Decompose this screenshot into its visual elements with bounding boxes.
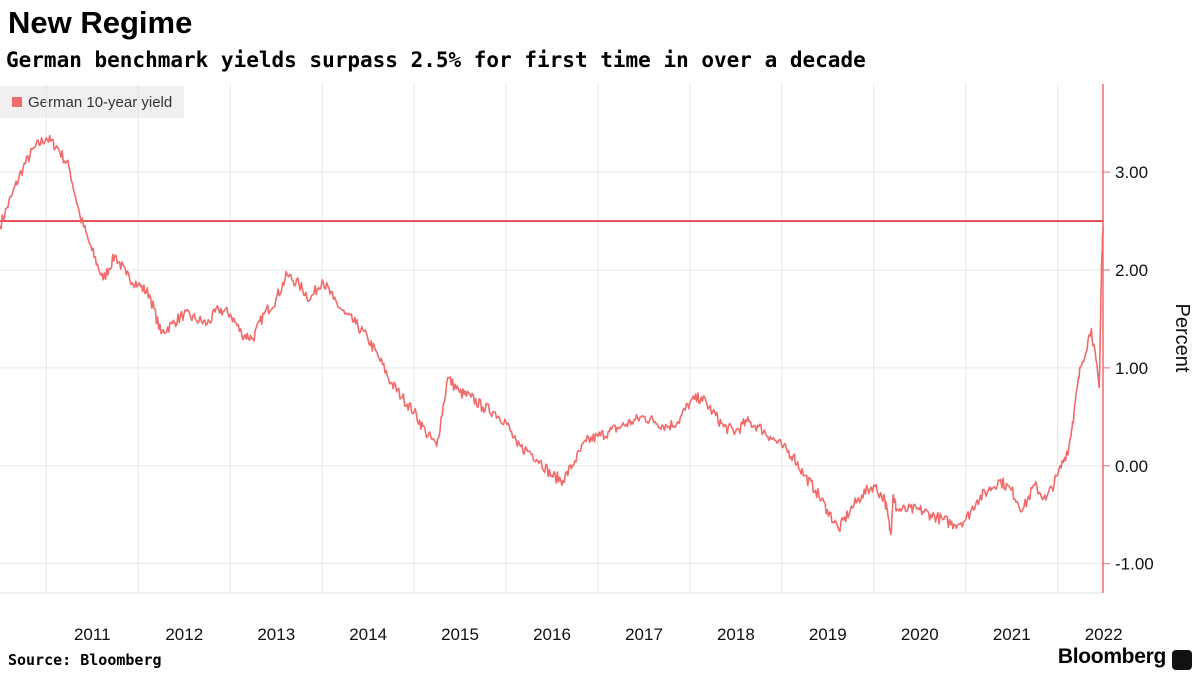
- bloomberg-icon: [1172, 650, 1192, 670]
- legend-swatch: [12, 97, 22, 107]
- chart-title: New Regime: [8, 5, 193, 40]
- x-tick-label: 2015: [441, 625, 479, 644]
- x-tick-label: 2022: [1085, 625, 1123, 644]
- x-tick-label: 2018: [717, 625, 755, 644]
- source-note: Source: Bloomberg: [8, 651, 162, 669]
- chart-legend: German 10-year yield: [0, 86, 185, 118]
- y-tick-label: 3.00: [1115, 163, 1148, 182]
- grid-lines: [0, 84, 1103, 593]
- y-axis-label: Percent: [1171, 304, 1193, 373]
- x-tick-label: 2021: [993, 625, 1031, 644]
- chart-subtitle: German benchmark yields surpass 2.5% for…: [6, 48, 866, 72]
- x-tick-label: 2017: [625, 625, 663, 644]
- x-tick-label: 2020: [901, 625, 939, 644]
- brand-logo-text: Bloomberg: [1057, 645, 1166, 668]
- series-line-german-10-year-yield: [0, 134, 1104, 536]
- legend-label: German 10-year yield: [28, 93, 173, 111]
- x-tick-label: 2013: [257, 625, 295, 644]
- x-tick-label: 2019: [809, 625, 847, 644]
- y-tick-label: -1.00: [1115, 555, 1154, 574]
- x-tick-label: 2011: [74, 625, 111, 644]
- y-tick-label: 0.00: [1115, 457, 1148, 476]
- x-axis-ticks: 2011 2012 2013 2014 2015 2016 2017 2018 2019 2020…: [74, 625, 1123, 644]
- x-tick-label: 2016: [533, 625, 571, 644]
- x-tick-label: 2012: [165, 625, 203, 644]
- y-tick-label: 2.00: [1115, 261, 1148, 280]
- x-tick-label: 2014: [349, 625, 387, 644]
- y-tick-label: 1.00: [1115, 359, 1148, 378]
- y-axis-ticks: 3.00 2.00 1.00 0.00 -1.00: [1103, 163, 1154, 574]
